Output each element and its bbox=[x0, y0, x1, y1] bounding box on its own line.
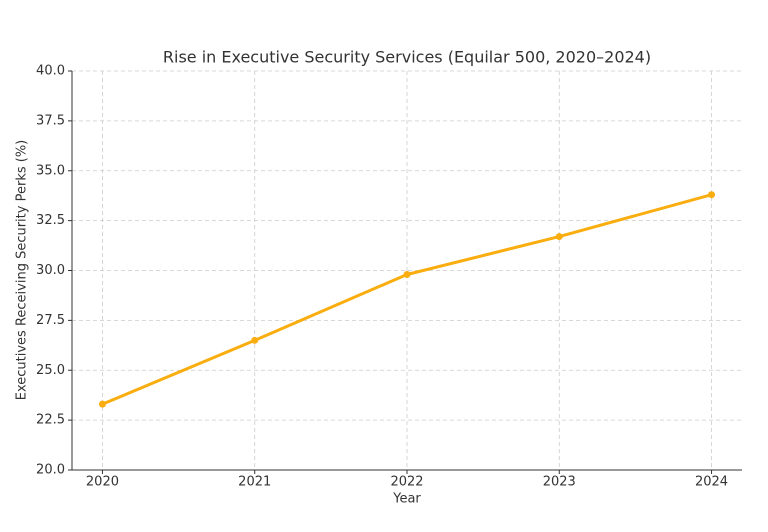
y-tick-label: 27.5 bbox=[36, 313, 65, 328]
x-axis-label: Year bbox=[392, 492, 421, 507]
point bbox=[98, 400, 106, 408]
y-tick-label: 22.5 bbox=[36, 413, 65, 428]
point bbox=[708, 191, 716, 199]
y-tick-label: 30.0 bbox=[36, 263, 65, 278]
x-tick-label: 2020 bbox=[86, 475, 119, 490]
y-tick-label: 40.0 bbox=[36, 64, 65, 79]
y-tick-label: 35.0 bbox=[36, 163, 65, 178]
chart-title: Rise in Executive Security Services (Equ… bbox=[163, 48, 651, 67]
point bbox=[251, 336, 259, 344]
y-tick-label: 25.0 bbox=[36, 363, 65, 378]
x-tick-label: 2021 bbox=[238, 475, 271, 490]
y-tick-label: 20.0 bbox=[36, 463, 65, 478]
y-tick-label: 32.5 bbox=[36, 213, 65, 228]
y-tick-label: 37.5 bbox=[36, 113, 65, 128]
point bbox=[403, 270, 411, 278]
x-tick-label: 2024 bbox=[695, 475, 728, 490]
point bbox=[555, 233, 563, 241]
x-tick-label: 2023 bbox=[543, 475, 576, 490]
y-axis-label: Executives Receiving Security Perks (%) bbox=[15, 140, 30, 401]
x-tick-label: 2022 bbox=[390, 475, 423, 490]
